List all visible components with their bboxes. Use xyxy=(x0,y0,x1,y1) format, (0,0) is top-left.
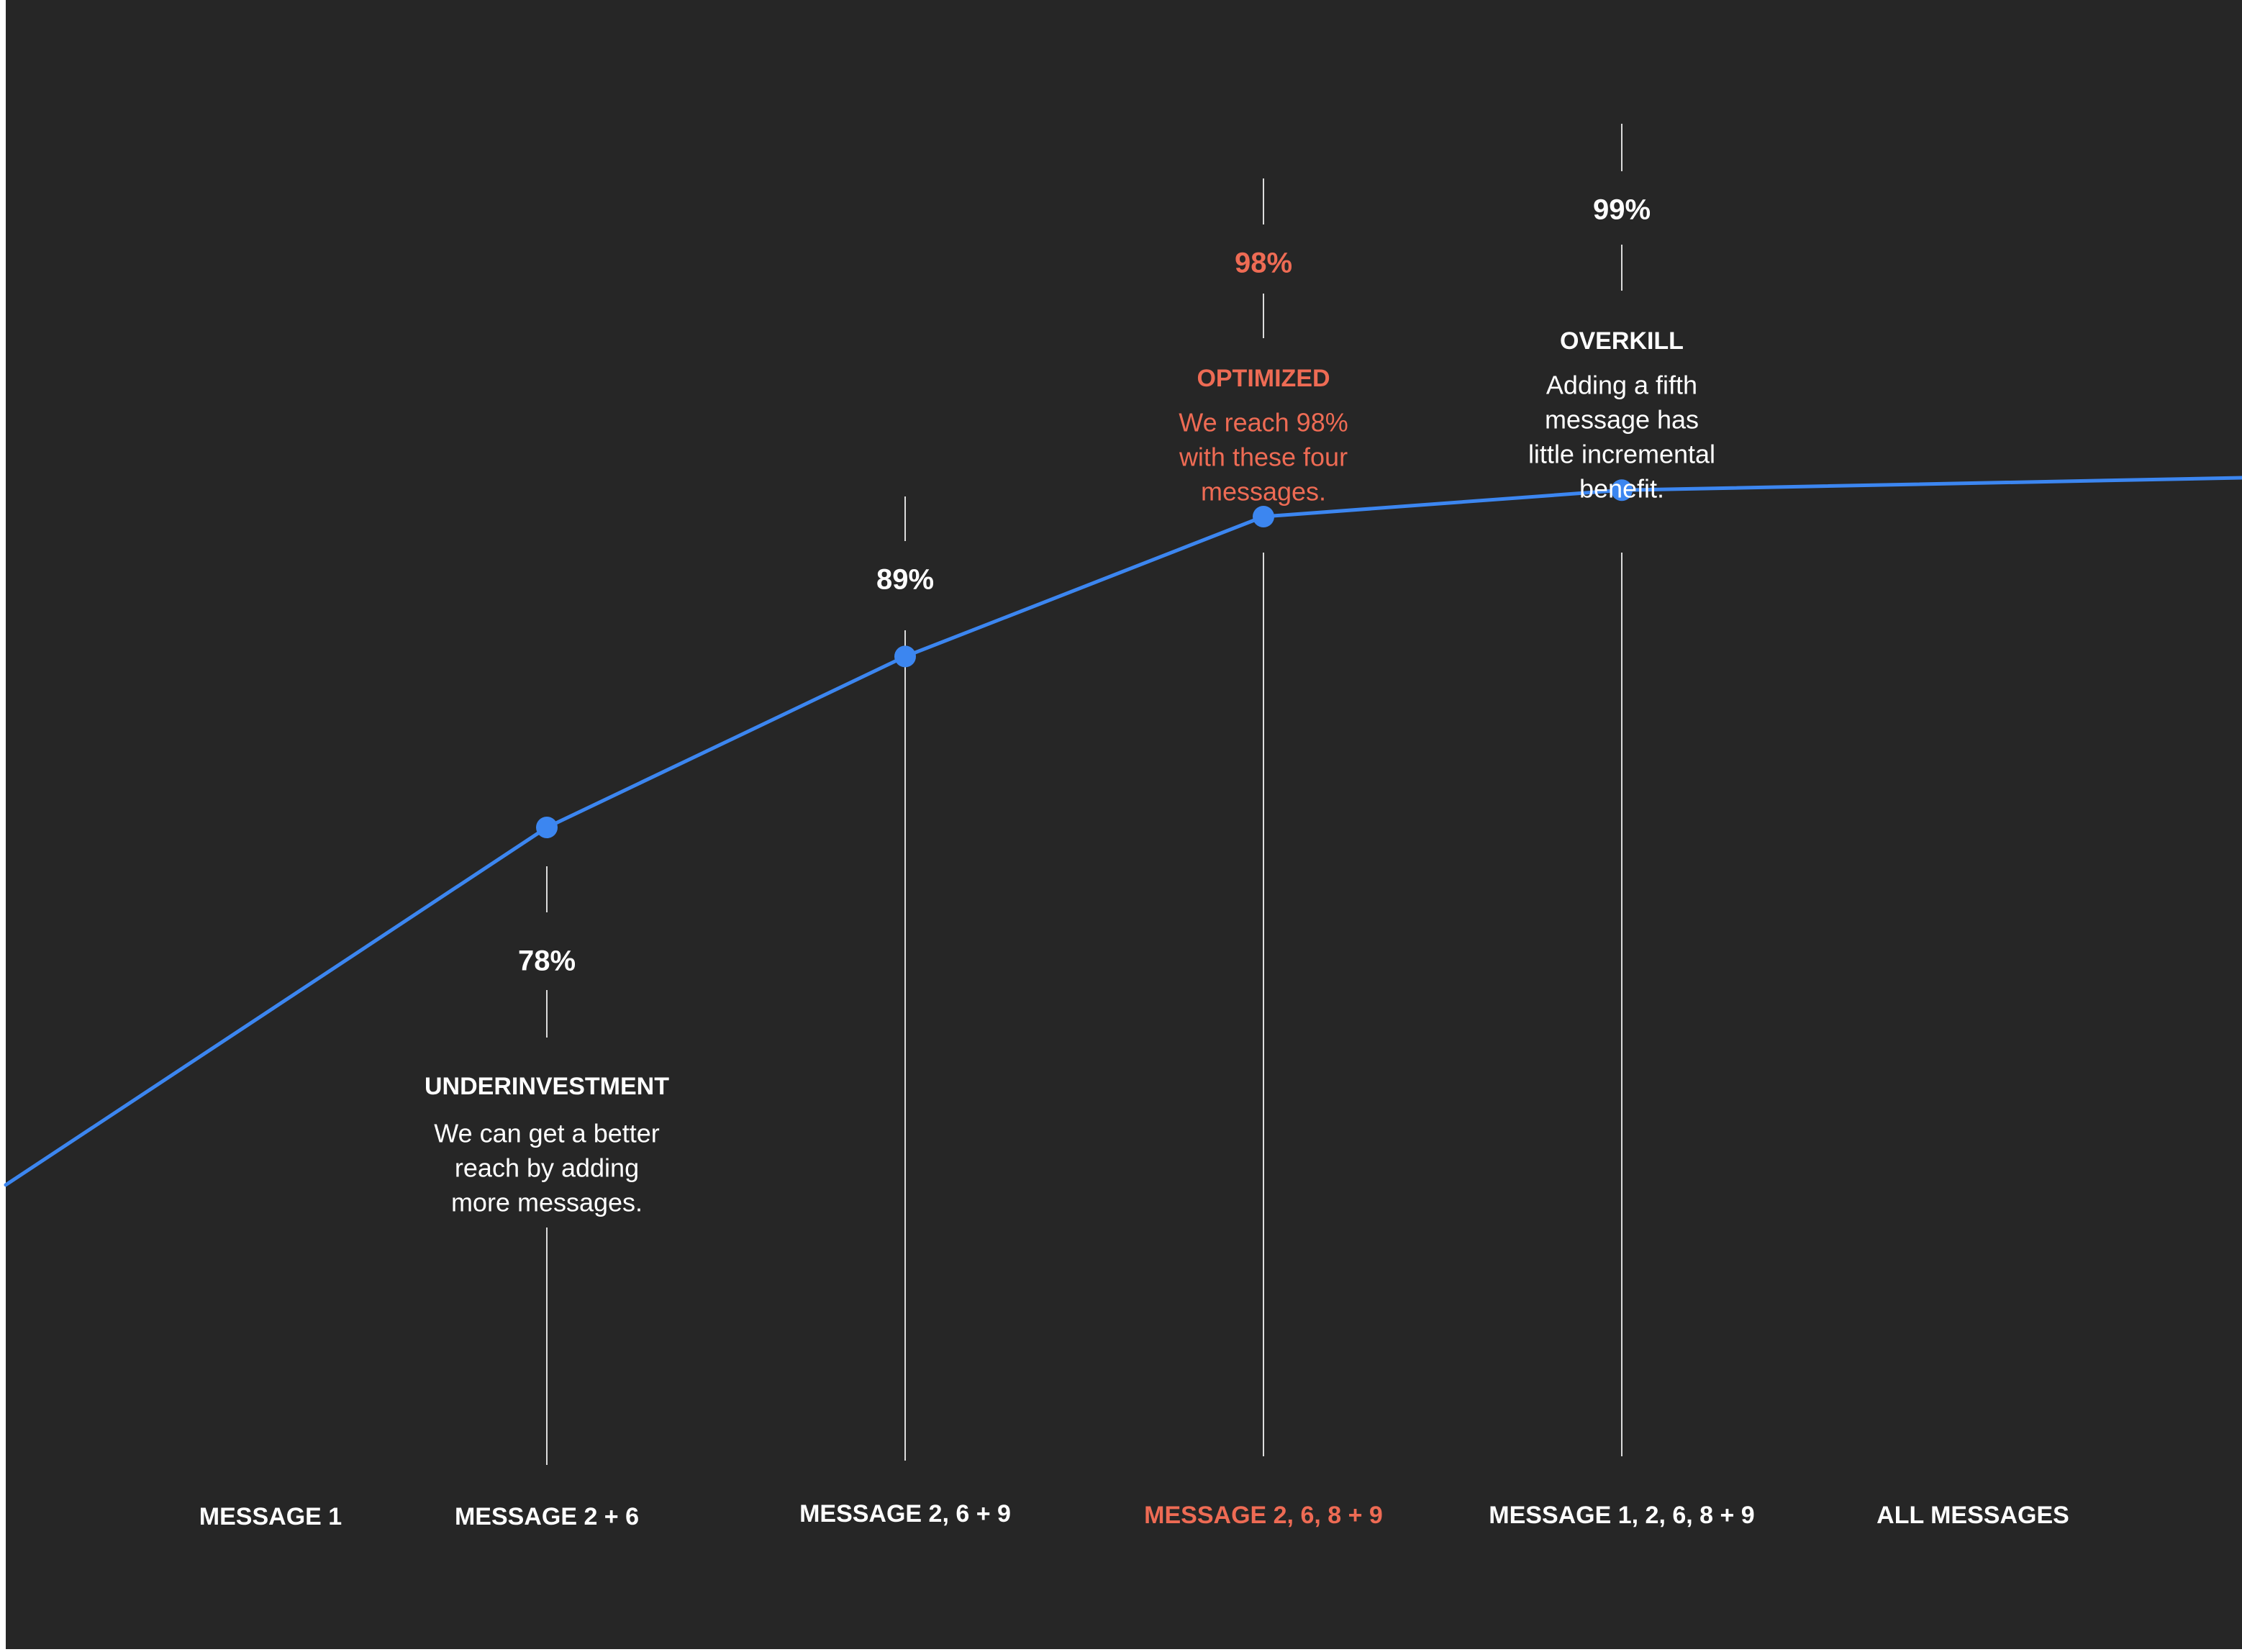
chart-background xyxy=(6,0,2242,1649)
series-line xyxy=(4,476,2242,1187)
data-point xyxy=(894,645,916,668)
annotation-description-line: more messages. xyxy=(451,1188,643,1217)
data-label: 99% xyxy=(1593,194,1651,226)
data-label: 98% xyxy=(1235,248,1292,279)
x-tick-label: MESSAGE 2 + 6 xyxy=(455,1503,639,1530)
annotation-description-line: We reach 98% xyxy=(1179,408,1348,437)
x-tick-label: ALL MESSAGES xyxy=(1876,1502,2069,1529)
x-tick-label: MESSAGE 2, 6 + 9 xyxy=(799,1500,1011,1528)
data-label: 89% xyxy=(876,564,934,596)
annotation-description-line: with these four xyxy=(1179,442,1348,472)
x-axis-labels: MESSAGE 1 MESSAGE 2 + 6 MESSAGE 2, 6 + 9 ME… xyxy=(199,1500,2069,1530)
x-tick-label: MESSAGE 2, 6, 8 + 9 xyxy=(1144,1502,1383,1529)
annotation-description-line: message has xyxy=(1545,405,1699,435)
annotation-description-line: messages. xyxy=(1201,477,1326,507)
data-point xyxy=(1611,479,1633,502)
annotation-description-line: little incremental xyxy=(1528,440,1715,469)
x-tick-label: MESSAGE 1, 2, 6, 8 + 9 xyxy=(1489,1502,1754,1529)
annotation-description-line: Adding a fifth xyxy=(1546,371,1697,400)
annotation-description-line: reach by adding xyxy=(455,1153,639,1183)
annotation-heading: UNDERINVESTMENT xyxy=(425,1073,669,1100)
point-annotations: 78% UNDERINVESTMENT We can get a better rea… xyxy=(425,194,1715,1217)
annotation-heading: OVERKILL xyxy=(1560,327,1684,355)
point-markers xyxy=(536,479,1633,838)
annotation-description-line: benefit. xyxy=(1579,474,1664,504)
annotation-description-line: We can get a better xyxy=(434,1119,660,1148)
annotation-heading: OPTIMIZED xyxy=(1197,365,1330,392)
data-point xyxy=(1253,506,1274,527)
data-point xyxy=(536,817,558,838)
data-label: 78% xyxy=(518,945,576,977)
connector-lines xyxy=(546,124,1622,1465)
x-tick-label: MESSAGE 1 xyxy=(199,1503,342,1530)
